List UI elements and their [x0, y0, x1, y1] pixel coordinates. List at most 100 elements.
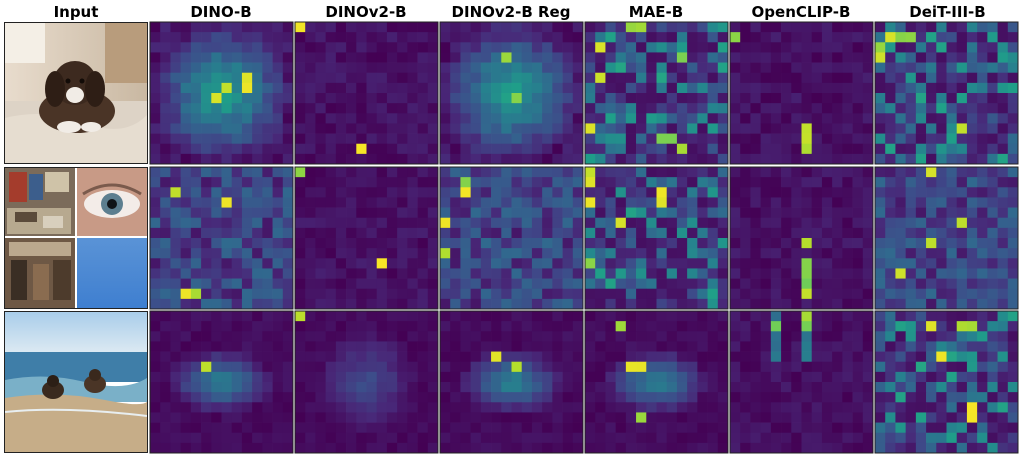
attention-cell: [511, 422, 523, 434]
attention-cell: [501, 442, 512, 454]
attention-cell: [905, 103, 917, 114]
attention-cell: [562, 177, 574, 188]
attention-cell: [366, 341, 378, 352]
attention-cell: [852, 392, 864, 403]
attention-cell: [325, 227, 337, 239]
attention-cell: [842, 187, 853, 198]
attention-cell: [335, 113, 347, 124]
attention-cell: [760, 311, 772, 322]
attention-cell: [450, 341, 461, 352]
attention-cell: [295, 258, 306, 269]
attention-cell: [956, 412, 968, 423]
attention-cell: [821, 177, 833, 188]
attention-cell: [1007, 268, 1019, 279]
attention-cell: [862, 82, 874, 94]
attention-cell: [895, 298, 906, 310]
attention-cell: [211, 103, 222, 114]
attention-cell: [231, 268, 243, 279]
attention-cell: [491, 62, 502, 74]
attention-cell: [272, 341, 284, 352]
attention-cell: [376, 227, 388, 239]
attention-cell: [717, 432, 729, 444]
attention-cell: [346, 177, 357, 188]
attention-cell: [180, 217, 192, 229]
attention-cell: [325, 331, 337, 342]
attention-cell: [707, 123, 719, 134]
attention-cell: [397, 153, 408, 165]
attention-cell: [895, 341, 906, 352]
attention-cell: [346, 93, 357, 104]
attention-cell: [770, 82, 782, 94]
attention-cell: [470, 278, 482, 290]
attention-cell: [1007, 288, 1019, 300]
attention-cell: [926, 278, 937, 290]
attention-cell: [997, 382, 1009, 393]
attention-cell: [427, 278, 439, 290]
attention-cell: [572, 422, 584, 434]
attention-cell: [1007, 217, 1019, 229]
attention-cell: [305, 113, 316, 124]
attention-cell: [552, 123, 563, 134]
attention-cell: [231, 52, 243, 63]
attention-cell: [656, 412, 668, 423]
attention-cell: [707, 82, 719, 94]
attention-cell: [440, 258, 451, 269]
attention-cell: [460, 153, 471, 165]
attention-cell: [262, 133, 273, 145]
attention-cell: [262, 432, 273, 444]
attention-cell: [521, 278, 533, 290]
attention-cell: [407, 321, 418, 332]
attention-cell: [272, 32, 284, 43]
attention-cell: [262, 382, 273, 393]
attention-cell: [211, 93, 222, 104]
attention-cell: [552, 22, 563, 33]
attention-cell: [386, 177, 398, 188]
attention-cell: [946, 341, 958, 352]
attention-cell: [707, 133, 719, 145]
attention-cell: [791, 187, 802, 198]
attention-cell: [180, 82, 192, 94]
attention-cell: [562, 371, 574, 383]
attention-cell: [605, 412, 616, 423]
attention-cell: [531, 321, 543, 332]
attention-cell: [946, 227, 958, 239]
attention-cell: [1007, 321, 1019, 332]
attention-cell: [150, 351, 161, 363]
attention-cell: [595, 62, 606, 74]
attention-cell: [636, 311, 647, 322]
attention-cell: [615, 278, 627, 290]
attention-cell: [740, 32, 751, 43]
attention-cell: [221, 42, 233, 53]
attention-cell: [241, 227, 253, 239]
attention-cell: [956, 22, 968, 33]
attention-cell: [730, 52, 741, 63]
attention-cell: [966, 62, 978, 74]
attention-cell: [470, 133, 482, 145]
attention-cell: [707, 288, 719, 300]
attention-cell: [997, 238, 1009, 249]
attention-cell: [646, 52, 657, 63]
attention-cell: [221, 341, 233, 352]
attention-cell: [305, 432, 316, 444]
attention-cell: [730, 311, 741, 322]
attention-cell: [905, 62, 917, 74]
attention-cell: [450, 103, 461, 114]
attention-cell: [262, 143, 273, 155]
attention-cell: [625, 268, 637, 279]
attention-cell: [666, 238, 678, 249]
attention-cell: [231, 62, 243, 74]
attention-cell: [325, 382, 337, 393]
attention-cell: [801, 442, 813, 454]
attention-cell: [190, 311, 202, 322]
attention-cell: [585, 42, 596, 53]
attention-cell: [252, 82, 263, 94]
attention-cell: [791, 52, 802, 63]
attention-cell: [615, 42, 627, 53]
attention-cell: [335, 207, 347, 219]
attention-cell: [842, 321, 853, 332]
attention-cell: [842, 42, 853, 53]
attention-cell: [885, 143, 896, 155]
attention-cell: [231, 341, 243, 352]
attention-cell: [1007, 227, 1019, 239]
attention-cell: [511, 341, 523, 352]
